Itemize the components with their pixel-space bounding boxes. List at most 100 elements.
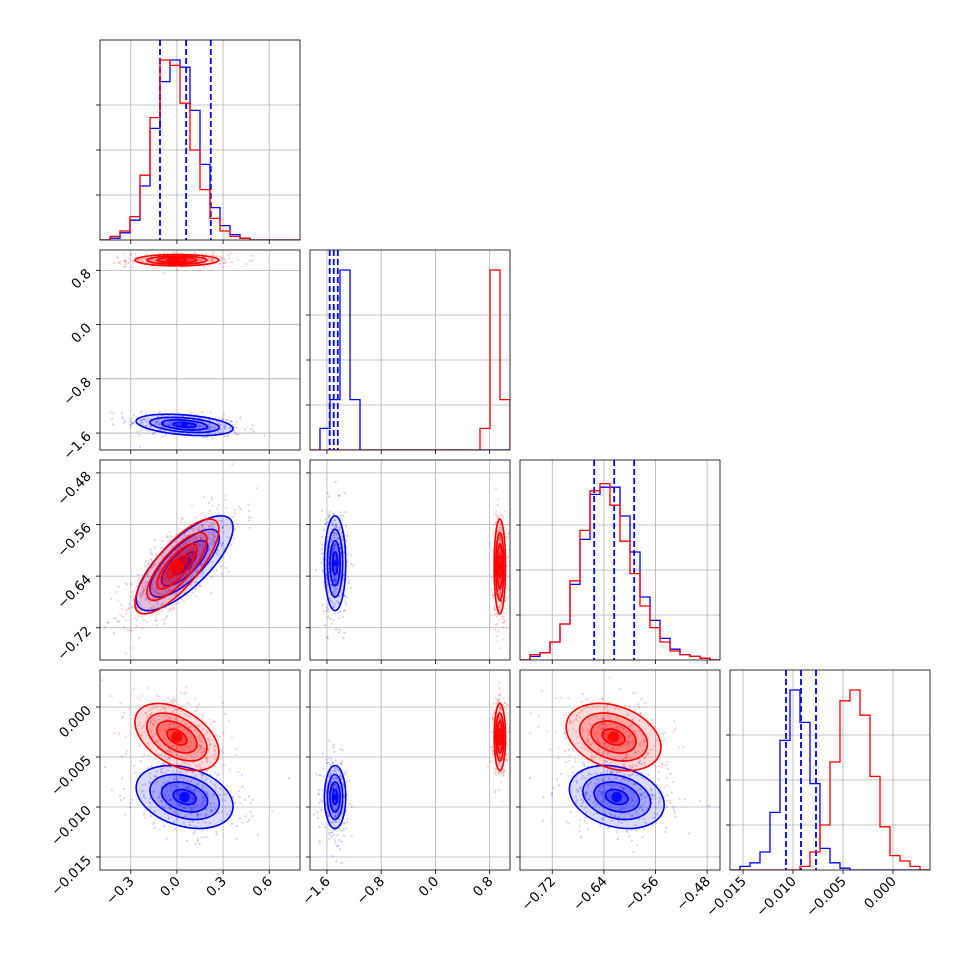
scatter-point xyxy=(666,794,669,797)
scatter-point xyxy=(168,765,172,768)
scatter-point xyxy=(496,622,499,626)
scatter-point xyxy=(138,603,142,606)
scatter-point xyxy=(498,710,501,713)
scatter-point xyxy=(166,765,169,768)
scatter-point xyxy=(179,536,182,539)
scatter-point xyxy=(222,261,225,265)
scatter-point xyxy=(598,724,602,727)
scatter-point xyxy=(158,583,161,586)
scatter-point xyxy=(599,735,603,738)
scatter-point xyxy=(142,586,145,589)
scatter-point xyxy=(95,673,97,675)
scatter-point xyxy=(147,741,150,745)
scatter-point xyxy=(505,597,508,600)
scatter-point xyxy=(107,621,110,624)
scatter-point xyxy=(270,809,274,812)
scatter-point xyxy=(120,777,124,780)
scatter-point xyxy=(194,728,197,731)
scatter-point xyxy=(164,728,167,731)
scatter-point xyxy=(212,793,215,797)
scatter-point xyxy=(609,795,613,798)
scatter-point xyxy=(625,740,628,743)
scatter-point xyxy=(196,782,200,786)
scatter-point xyxy=(347,581,350,585)
scatter-point xyxy=(586,765,589,768)
scatter-point xyxy=(163,707,166,710)
scatter-point xyxy=(500,600,503,603)
scatter-point xyxy=(334,813,337,816)
scatter-point xyxy=(191,556,194,559)
scatter-point xyxy=(330,539,334,542)
scatter-point xyxy=(344,600,347,603)
scatter-point xyxy=(616,747,620,750)
scatter-point xyxy=(235,433,238,436)
scatter-point xyxy=(642,741,645,744)
scatter-point xyxy=(626,779,630,782)
scatter-point xyxy=(328,833,331,837)
scatter-point xyxy=(596,793,599,797)
scatter-point xyxy=(197,433,201,436)
scatter-point xyxy=(149,797,152,800)
scatter-point xyxy=(172,593,175,597)
scatter-point xyxy=(639,771,643,774)
scatter-point xyxy=(339,761,343,764)
scatter-point xyxy=(197,529,200,532)
scatter-point xyxy=(601,697,604,700)
scatter-point xyxy=(687,832,691,835)
scatter-point xyxy=(336,844,339,848)
scatter-point xyxy=(136,258,139,262)
contour-line xyxy=(496,720,504,754)
scatter-point xyxy=(203,803,206,806)
scatter-point xyxy=(198,525,201,528)
scatter-point xyxy=(155,619,158,622)
scatter-point xyxy=(154,593,157,597)
scatter-point xyxy=(140,790,143,793)
scatter-point xyxy=(499,536,502,539)
scatter-point xyxy=(182,821,185,824)
scatter-point xyxy=(318,793,321,796)
scatter-point xyxy=(158,423,161,426)
scatter-point xyxy=(287,777,291,780)
scatter-point xyxy=(610,819,613,822)
scatter-point xyxy=(501,774,504,777)
scatter-point xyxy=(156,591,159,595)
scatter-point xyxy=(200,774,204,777)
scatter-point xyxy=(158,423,161,426)
scatter-point xyxy=(575,798,578,802)
contour-line xyxy=(146,255,208,266)
scatter-point xyxy=(575,714,578,717)
scatter-point xyxy=(158,568,162,571)
scatter-point xyxy=(152,605,155,608)
scatter-point xyxy=(567,774,570,777)
scatter-point xyxy=(332,512,335,516)
scatter-point xyxy=(345,603,348,606)
scatter-point xyxy=(157,600,160,603)
scatter-point xyxy=(591,705,594,708)
scatter-point xyxy=(600,800,604,803)
scatter-point xyxy=(334,480,337,484)
scatter-point xyxy=(218,262,221,266)
scatter-point xyxy=(140,418,143,422)
scatter-point xyxy=(318,839,321,842)
scatter-point xyxy=(180,520,183,523)
scatter-point xyxy=(334,770,338,774)
scatter-point xyxy=(610,771,613,774)
scatter-point xyxy=(153,790,156,793)
scatter-point xyxy=(144,712,147,715)
contour-line xyxy=(134,253,220,267)
scatter-point xyxy=(601,818,604,821)
scatter-point xyxy=(338,594,341,598)
scatter-point xyxy=(325,609,328,612)
scatter-point xyxy=(609,722,613,725)
scatter-point xyxy=(185,542,188,545)
scatter-point xyxy=(629,724,632,727)
scatter-point xyxy=(584,791,588,794)
scatter-point xyxy=(562,714,565,717)
scatter-point xyxy=(209,743,212,746)
y-tick-label: −1.6 xyxy=(60,429,94,463)
scatter-point xyxy=(190,554,194,557)
scatter-point xyxy=(625,829,628,832)
density-peak xyxy=(332,560,339,567)
scatter-point xyxy=(161,762,165,765)
scatter-point xyxy=(198,763,201,766)
